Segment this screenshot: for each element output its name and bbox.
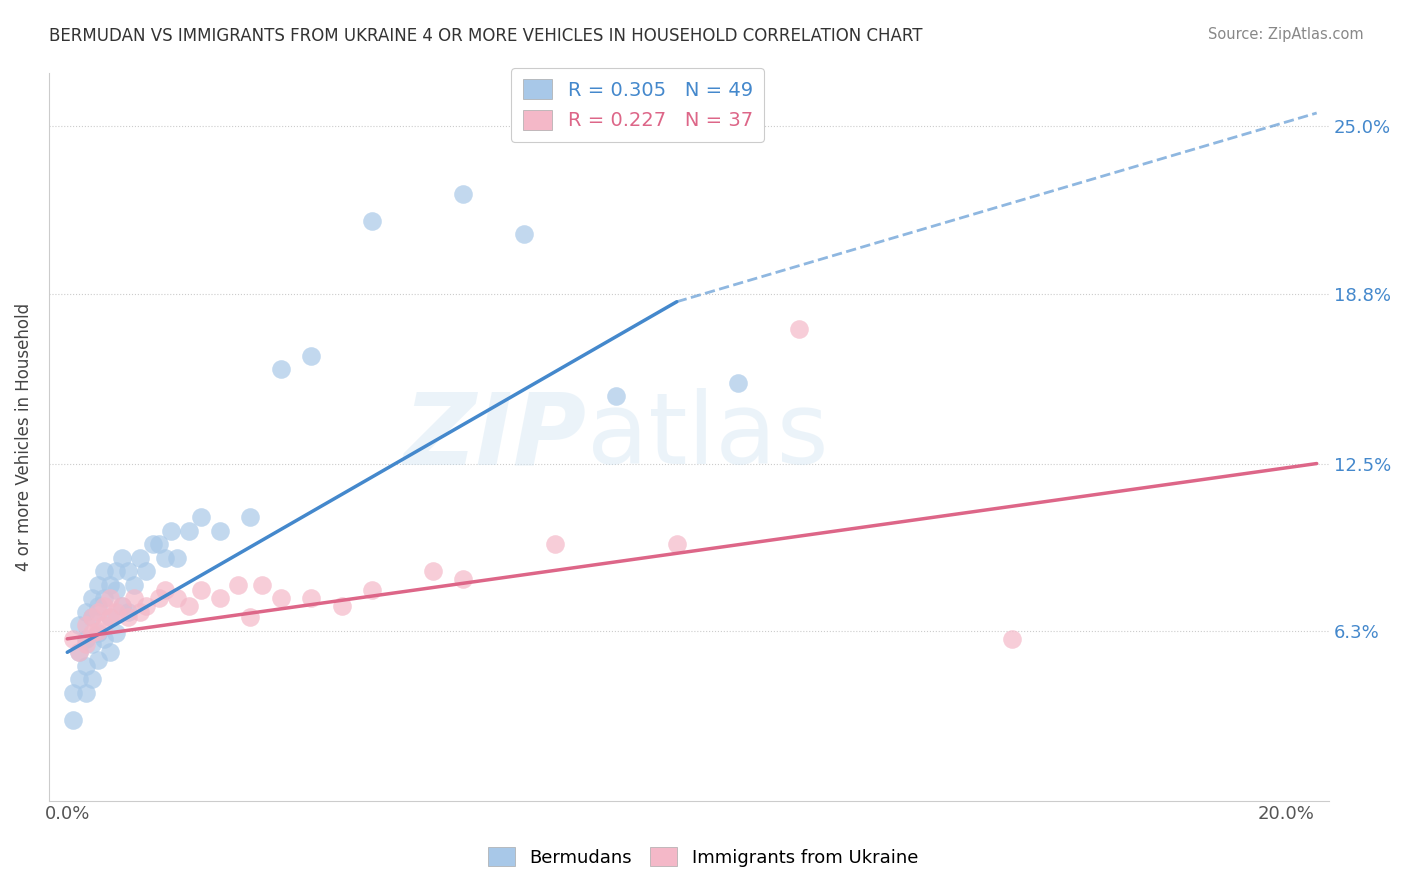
Point [665,537,688,551]
Point [62,632,84,646]
Point [226,578,249,592]
Point [208,591,231,606]
Point [87,599,110,614]
Point [270,362,292,376]
Point [252,578,274,592]
Point [111,599,134,614]
Point [117,610,139,624]
Point [80,626,103,640]
Point [93,618,115,632]
Point [69,645,91,659]
Point [69,618,91,632]
Point [80,610,103,624]
Point [62,686,84,700]
Point [98,591,121,606]
Point [299,349,322,363]
Point [179,599,201,614]
Point [80,673,103,687]
Point [75,632,97,646]
Point [75,618,97,632]
Text: ZIP: ZIP [404,388,586,485]
Point [75,637,97,651]
Point [208,524,231,538]
Point [62,713,84,727]
Legend: R = 0.305   N = 49, R = 0.227   N = 37: R = 0.305 N = 49, R = 0.227 N = 37 [512,68,765,142]
Point [453,186,475,201]
Point [148,537,170,551]
Point [93,565,115,579]
Point [135,599,157,614]
Point [111,599,134,614]
Point [153,583,176,598]
Point [98,578,121,592]
Point [117,565,139,579]
Point [1001,632,1024,646]
Point [98,645,121,659]
Point [166,550,188,565]
Point [129,550,152,565]
Point [105,605,128,619]
Point [605,389,627,403]
Text: atlas: atlas [586,388,828,485]
Point [142,537,165,551]
Y-axis label: 4 or more Vehicles in Household: 4 or more Vehicles in Household [15,302,32,571]
Point [179,524,201,538]
Point [270,591,292,606]
Point [80,591,103,606]
Point [87,653,110,667]
Point [80,610,103,624]
Point [544,537,567,551]
Point [239,510,262,524]
Point [361,583,384,598]
Point [87,624,110,638]
Point [93,632,115,646]
Point [166,591,188,606]
Point [117,605,139,619]
Point [93,599,115,614]
Legend: Bermudans, Immigrants from Ukraine: Bermudans, Immigrants from Ukraine [481,840,925,874]
Point [361,214,384,228]
Point [105,626,128,640]
Point [330,599,353,614]
Point [135,565,157,579]
Point [75,605,97,619]
Point [153,550,176,565]
Point [69,673,91,687]
Point [190,583,212,598]
Text: BERMUDAN VS IMMIGRANTS FROM UKRAINE 4 OR MORE VEHICLES IN HOUSEHOLD CORRELATION : BERMUDAN VS IMMIGRANTS FROM UKRAINE 4 OR… [49,27,922,45]
Point [787,322,810,336]
Point [513,227,536,242]
Point [129,605,152,619]
Point [124,578,146,592]
Point [75,686,97,700]
Point [75,658,97,673]
Point [93,591,115,606]
Point [87,626,110,640]
Point [105,565,128,579]
Point [148,591,170,606]
Point [98,610,121,624]
Point [453,573,475,587]
Point [239,610,262,624]
Point [299,591,322,606]
Point [190,510,212,524]
Point [727,376,749,390]
Point [160,524,183,538]
Text: Source: ZipAtlas.com: Source: ZipAtlas.com [1208,27,1364,42]
Point [105,583,128,598]
Point [87,605,110,619]
Point [87,578,110,592]
Point [124,591,146,606]
Point [111,550,134,565]
Point [80,637,103,651]
Point [98,610,121,624]
Point [422,565,444,579]
Point [69,645,91,659]
